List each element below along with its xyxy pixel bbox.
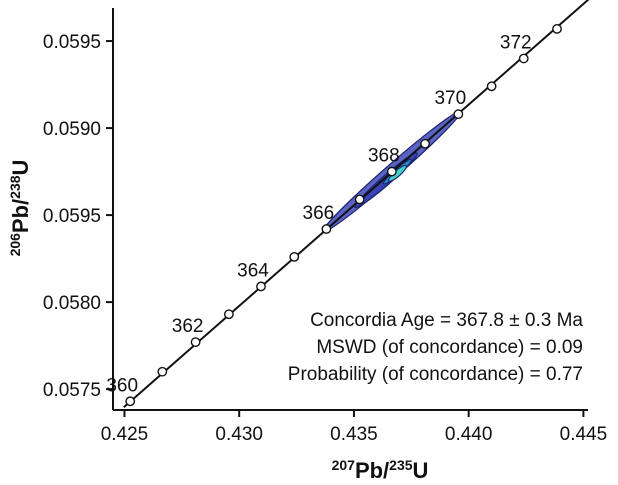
concordia-age-point — [157, 366, 168, 377]
x-tick-label: 0.425 — [101, 424, 149, 445]
x-tick-label: 0.435 — [330, 424, 378, 445]
x-tick-label: 0.445 — [560, 424, 608, 445]
concordia-curve: 360 362 364 366 368 370 372 — [106, 0, 590, 408]
y-tick-label: 0.0575 — [43, 380, 101, 401]
probability-text: Probability (of concordance) = 0.77 — [288, 364, 583, 385]
concordia-age-point — [453, 109, 464, 120]
concordia-age-label: 370 — [434, 88, 466, 109]
concordia-age-point — [486, 81, 497, 92]
concordia-age-point — [386, 166, 397, 177]
concordia-age-label: 366 — [303, 203, 335, 224]
y-tick-label: 0.0595 — [43, 32, 101, 53]
concordia-age-point — [321, 224, 332, 234]
y-tick-label: 0.0590 — [43, 119, 101, 140]
concordia-age-text: Concordia Age = 367.8 ± 0.3 Ma — [310, 310, 583, 331]
x-tick-label: 0.430 — [215, 424, 263, 445]
y-tick-label: 0.0595 — [43, 206, 101, 227]
concordia-age-label: 368 — [368, 146, 400, 167]
concordia-age-label: 362 — [172, 316, 204, 337]
y-axis-ticks: 0.0575 0.0580 0.0595 0.0590 0.0595 — [43, 32, 113, 401]
x-axis-title: 207Pb/235U — [332, 457, 429, 483]
y-axis-title: 206Pb/238U — [7, 160, 33, 257]
concordia-age-point — [125, 396, 136, 407]
concordia-age-point — [289, 251, 300, 262]
concordia-age-point — [552, 23, 562, 34]
concordia-age-point — [223, 309, 234, 320]
concordia-age-label: 364 — [237, 260, 269, 281]
concordia-age-point — [256, 281, 266, 292]
mswd-text: MSWD (of concordance) = 0.09 — [316, 337, 583, 358]
concordia-age-point — [518, 53, 529, 64]
concordia-age-label: 372 — [500, 32, 532, 53]
concordia-age-label: 360 — [106, 375, 138, 396]
concordia-age-point — [190, 337, 201, 348]
concordia-age-point — [420, 138, 430, 149]
x-tick-label: 0.440 — [445, 424, 493, 445]
y-tick-label: 0.0580 — [43, 293, 101, 314]
concordia-age-point — [354, 194, 365, 205]
x-axis-ticks: 0.425 0.430 0.435 0.440 0.445 — [101, 410, 607, 445]
